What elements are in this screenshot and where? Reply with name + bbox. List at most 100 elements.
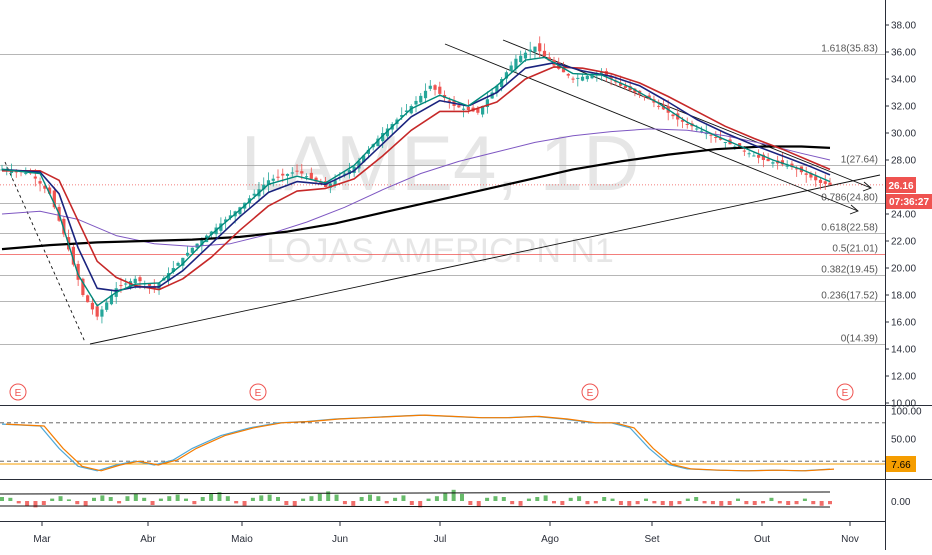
candle-body [699, 130, 704, 132]
candle-body [500, 79, 504, 88]
candle-body [176, 262, 180, 266]
price-tick-label: 34.00 [891, 75, 916, 86]
candle-body [547, 57, 551, 61]
candle-body [400, 115, 404, 117]
macd-bar [334, 494, 339, 501]
price-tick-label: 12.00 [891, 372, 916, 383]
candle-body [333, 180, 337, 186]
fib-level-label: 0(14.39) [841, 334, 878, 345]
macd-bar [727, 501, 732, 505]
candle-body [385, 128, 390, 137]
trend-line [4, 161, 86, 343]
price-tick-label: 14.00 [891, 345, 916, 356]
candle-body [671, 114, 675, 117]
fib-level-label: 1(27.64) [841, 155, 878, 166]
candle-body [224, 219, 228, 222]
fib-level-label: 0.786(24.80) [821, 193, 878, 204]
time-tick-label: Out [754, 534, 770, 545]
candle-body [309, 172, 313, 179]
candle-body [171, 268, 175, 272]
macd-bar [376, 496, 381, 501]
countdown-timer: 07:36:27 [889, 197, 929, 208]
candle-body [138, 277, 142, 282]
macd-bar [150, 501, 155, 505]
candle-body [433, 85, 437, 90]
candle-body [347, 170, 351, 175]
candle-body [733, 146, 737, 148]
candle-body [419, 95, 423, 103]
macd-bar [58, 496, 63, 501]
sma-black-line [1, 145, 831, 251]
macd-bar [368, 494, 372, 501]
oscillator-tick-label: 100.00 [891, 407, 922, 418]
price-tick-label: 32.00 [891, 102, 916, 113]
macd-bar [610, 498, 615, 501]
candle-body [619, 82, 623, 86]
candle-body [818, 179, 823, 183]
fib-level-label: 0.5(21.01) [832, 244, 878, 255]
candle-body [790, 163, 794, 167]
macd-bar [384, 501, 389, 504]
macd-bar [618, 501, 623, 505]
candle-body [290, 172, 294, 174]
candle-body [528, 49, 532, 52]
oscillator-k-line [1, 414, 831, 472]
time-axis[interactable]: Mar Abr Maio Jun Jul Ago Set Out Nov [33, 522, 859, 545]
candle-body [447, 100, 451, 102]
macd-bar [819, 501, 824, 506]
candle-body [276, 176, 280, 178]
macd-bar [476, 501, 481, 507]
candle-body [723, 142, 727, 143]
candle-body [523, 52, 528, 59]
candle-body [590, 74, 594, 79]
candle-body [33, 176, 37, 179]
price-axis[interactable]: 38.0036.0034.0032.0030.0028.0026.0024.00… [885, 21, 922, 509]
candle-body [509, 65, 513, 72]
candle-body [281, 173, 285, 176]
candle-body [285, 173, 290, 176]
macd-bar [702, 501, 707, 504]
macd-bar [250, 497, 255, 501]
candle-body [795, 168, 799, 170]
macd-bar [443, 493, 448, 501]
candle-body [362, 155, 366, 163]
macd-bar [627, 501, 632, 506]
macd-bar [769, 497, 774, 501]
ema-red-line [2, 66, 831, 291]
candle-body [9, 170, 14, 173]
macd-bar [359, 497, 364, 501]
candle-body [295, 170, 299, 172]
macd-bar [493, 496, 498, 501]
candle-body [628, 86, 632, 91]
candle-body [423, 90, 428, 99]
macd-bar [259, 495, 264, 501]
macd-bar [192, 501, 197, 505]
macd-bar [811, 501, 816, 505]
macd-bar [100, 495, 105, 501]
candle-body [685, 123, 689, 125]
macd-bar [434, 496, 439, 501]
candle-body [119, 285, 123, 287]
macd-bar [418, 501, 423, 508]
candle-body [24, 172, 28, 174]
macd-bar [635, 501, 640, 505]
candle-body [461, 108, 466, 110]
earnings-marker-label: E [587, 388, 594, 399]
candle-body [133, 278, 137, 284]
macd-bar [409, 501, 414, 505]
candle-body [157, 283, 161, 289]
candle-body [304, 176, 309, 178]
candle-body [828, 182, 832, 185]
candle-body [14, 171, 18, 173]
candle-body [271, 178, 275, 181]
candle-body [709, 134, 713, 136]
ema-teal-line [1, 56, 831, 307]
candle-body [457, 105, 461, 108]
candle-body [514, 58, 518, 69]
candle-body [485, 99, 489, 108]
candle-body [228, 215, 233, 218]
candle-body [718, 138, 723, 140]
candle-body [328, 183, 332, 188]
